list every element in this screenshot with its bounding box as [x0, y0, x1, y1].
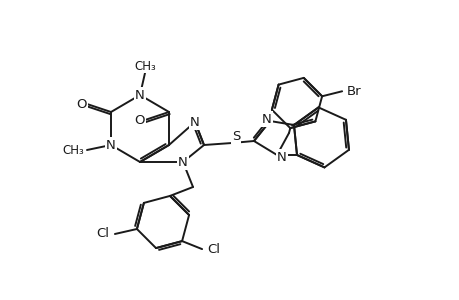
Text: N: N	[190, 116, 200, 128]
Text: Cl: Cl	[96, 227, 109, 241]
Text: N: N	[178, 155, 187, 169]
Text: N: N	[106, 139, 116, 152]
Text: N: N	[135, 88, 145, 101]
Text: CH₃: CH₃	[134, 59, 156, 73]
Text: N: N	[276, 151, 286, 164]
Text: O: O	[134, 113, 145, 127]
Text: CH₃: CH₃	[62, 143, 84, 157]
Text: S: S	[231, 130, 240, 142]
Text: O: O	[77, 98, 87, 110]
Text: Cl: Cl	[207, 243, 220, 256]
Text: Br: Br	[346, 85, 361, 98]
Text: N: N	[262, 112, 271, 125]
